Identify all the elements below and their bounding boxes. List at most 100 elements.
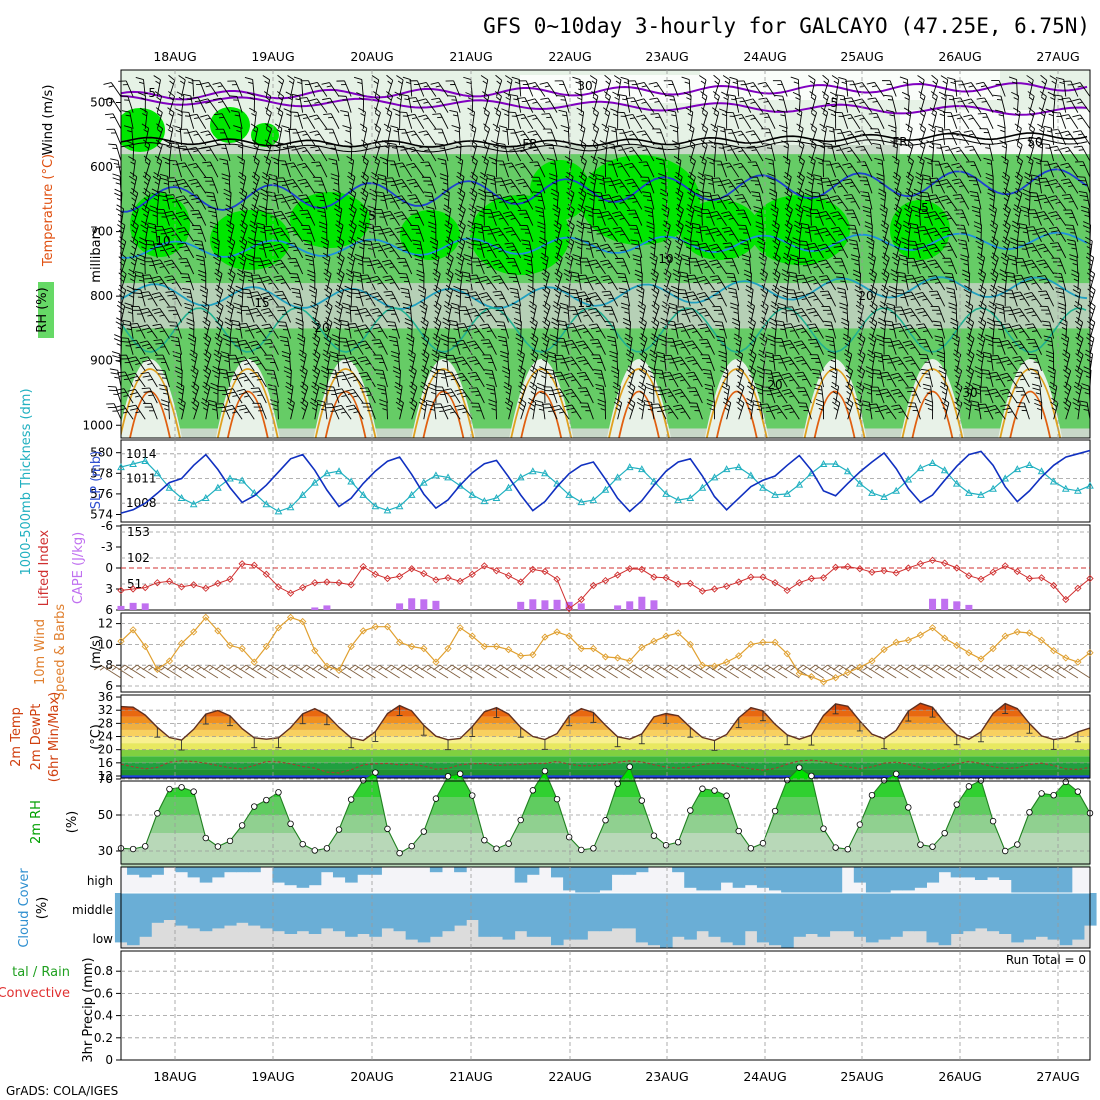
cloud-high-bar (623, 867, 637, 875)
wind10m-barb (94, 664, 122, 679)
temp-contour-minus5 (121, 95, 1088, 116)
upper-air-wind-barb (932, 320, 946, 339)
upper-air-wind-barb (291, 287, 304, 307)
temp-tick-label: 36 (98, 690, 113, 704)
upper-air-wind-barb (990, 236, 999, 259)
precip-tick-label: 0 (105, 1053, 113, 1067)
upper-air-wind-barb (1050, 397, 1059, 420)
cloud-high-bar (211, 867, 225, 878)
upper-air-wind-barb (615, 257, 631, 275)
upper-air-wind-barb (890, 140, 899, 162)
upper-air-wind-barb (324, 128, 340, 146)
upper-air-wind-barb (470, 257, 485, 275)
thickness-point (541, 469, 549, 477)
upper-air-wind-barb (326, 143, 340, 162)
upper-air-wind-barb (938, 195, 958, 210)
upper-air-wind-barb (572, 254, 582, 275)
upper-air-wind-barb (338, 337, 352, 355)
upper-air-wind-barb (425, 399, 437, 420)
upper-air-wind-barb (529, 381, 538, 404)
upper-air-wind-barb (577, 274, 594, 291)
rh2m-point (1038, 790, 1045, 797)
cloud-low-bar (151, 920, 164, 923)
upper-air-wind-barb (200, 81, 219, 97)
upper-air-wind-barb (747, 161, 764, 178)
upper-air-wind-barb (944, 272, 958, 291)
upper-air-wind-barb (588, 259, 606, 275)
upper-air-wind-barb (177, 242, 195, 259)
upper-air-wind-barb (722, 145, 740, 162)
wind-legend-label: Wind (m/s) (41, 85, 56, 156)
thickness-point (771, 490, 779, 498)
thickness-point (456, 481, 464, 489)
upper-air-wind-barb (491, 259, 509, 275)
upper-air-wind-barb (779, 285, 788, 307)
upper-air-wind-barb (509, 287, 522, 307)
upper-air-wind-barb (793, 340, 812, 355)
upper-air-wind-barb (519, 224, 534, 242)
upper-air-wind-barb (701, 107, 708, 129)
upper-air-wind-barb (681, 76, 691, 97)
rh2m-point (456, 770, 464, 777)
upper-air-wind-barb (328, 158, 340, 178)
upper-air-wind-barb (650, 113, 667, 129)
upper-air-wind-barb (1048, 162, 1067, 178)
rh2m-point (687, 807, 694, 814)
cloud-high-bar (357, 867, 370, 875)
cloud-middle-bar (127, 893, 140, 920)
upper-air-wind-barb (353, 76, 364, 97)
rh2m-point (275, 789, 282, 796)
cloud-middle-bar (1023, 893, 1036, 920)
temp-contour-25 (121, 368, 181, 438)
upper-air-wind-barb (142, 171, 151, 194)
upper-air-wind-barb (718, 350, 728, 371)
rh2m-point (408, 842, 415, 850)
upper-air-wind-barb (846, 224, 861, 242)
upper-air-wind-barb (600, 210, 618, 226)
upper-air-wind-barb (601, 290, 619, 307)
upper-air-wind-barb (727, 287, 740, 307)
upper-air-wind-barb (721, 211, 740, 226)
upper-air-wind-barb (213, 252, 222, 275)
upper-air-wind-barb (936, 350, 946, 371)
upper-air-wind-barb (361, 155, 369, 178)
cloud-middle-bar (769, 893, 782, 920)
upper-air-wind-barb (688, 402, 703, 420)
upper-air-wind-barb (627, 80, 643, 97)
upper-air-wind-barb (1060, 114, 1079, 130)
thickness-point (747, 471, 755, 479)
date-label-bottom: 23AUG (645, 1069, 688, 1084)
upper-air-wind-barb (275, 177, 291, 194)
thickness-point (904, 475, 913, 483)
upper-air-wind-barb (1035, 140, 1044, 162)
cloud-low-bar (950, 920, 964, 934)
upper-air-wind-barb (1000, 340, 1018, 355)
rh2m-point (444, 773, 452, 780)
upper-air-wind-barb (752, 400, 764, 420)
date-label-top: 21AUG (449, 49, 492, 64)
upper-air-wind-barb (1063, 397, 1072, 420)
rh2m-point (771, 807, 779, 815)
upper-air-wind-barb (478, 292, 497, 307)
upper-air-wind-barb (1035, 227, 1055, 243)
upper-air-wind-barb (1043, 335, 1055, 355)
upper-air-wind-barb (966, 161, 982, 178)
upper-air-wind-barb (806, 259, 824, 275)
thickness-point (371, 502, 380, 510)
cloud-high-bar (720, 867, 734, 883)
upper-air-wind-barb (809, 209, 824, 226)
upper-air-wind-barb (325, 386, 340, 404)
upper-air-wind-barb (733, 178, 752, 194)
upper-air-wind-barb (548, 173, 558, 194)
upper-air-wind-barb (772, 252, 781, 275)
upper-air-wind-barb (549, 334, 558, 355)
lifted-index-point (262, 570, 270, 578)
cloud-middle-bar (950, 893, 964, 920)
rh2m-point (893, 770, 900, 778)
cloud-high-bar (950, 867, 964, 878)
lifted-index-point (989, 568, 997, 576)
upper-air-wind-barb (244, 76, 255, 97)
upper-air-wind-barb (644, 206, 655, 226)
upper-air-wind-barb (939, 226, 958, 242)
cloud-low-bar (902, 920, 915, 932)
